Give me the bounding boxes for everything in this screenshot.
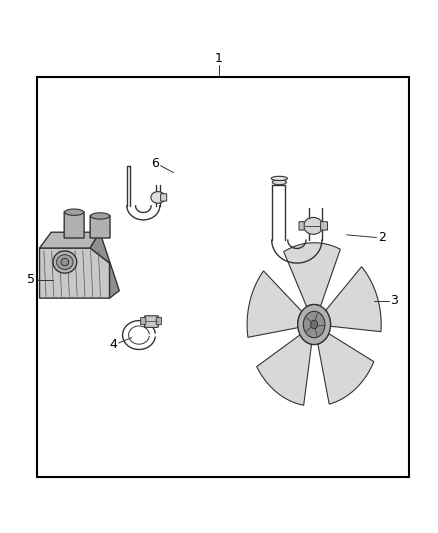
Text: 1: 1 xyxy=(215,52,223,64)
Polygon shape xyxy=(284,243,340,306)
Ellipse shape xyxy=(271,176,287,181)
Text: 3: 3 xyxy=(390,294,398,308)
Ellipse shape xyxy=(272,180,286,185)
FancyBboxPatch shape xyxy=(90,215,110,238)
Ellipse shape xyxy=(53,251,77,273)
FancyBboxPatch shape xyxy=(321,222,328,230)
FancyBboxPatch shape xyxy=(64,212,84,238)
FancyBboxPatch shape xyxy=(156,317,161,325)
Ellipse shape xyxy=(304,217,323,235)
Polygon shape xyxy=(326,266,381,332)
Text: 6: 6 xyxy=(151,157,159,170)
Ellipse shape xyxy=(65,209,84,215)
Polygon shape xyxy=(318,334,374,404)
Polygon shape xyxy=(90,232,119,298)
Bar xyxy=(37,77,409,478)
Polygon shape xyxy=(39,232,100,248)
Circle shape xyxy=(311,320,318,329)
FancyBboxPatch shape xyxy=(141,317,146,325)
FancyBboxPatch shape xyxy=(145,316,159,327)
FancyBboxPatch shape xyxy=(161,193,167,201)
Ellipse shape xyxy=(61,259,69,266)
Circle shape xyxy=(304,311,325,338)
Text: 4: 4 xyxy=(109,338,117,351)
Text: 5: 5 xyxy=(27,273,35,286)
Polygon shape xyxy=(39,248,110,298)
Ellipse shape xyxy=(91,213,110,219)
Ellipse shape xyxy=(151,191,165,203)
Polygon shape xyxy=(247,271,302,337)
FancyBboxPatch shape xyxy=(299,222,304,230)
Ellipse shape xyxy=(57,255,73,270)
Polygon shape xyxy=(257,335,311,405)
Text: 2: 2 xyxy=(378,231,386,244)
Circle shape xyxy=(298,304,331,344)
